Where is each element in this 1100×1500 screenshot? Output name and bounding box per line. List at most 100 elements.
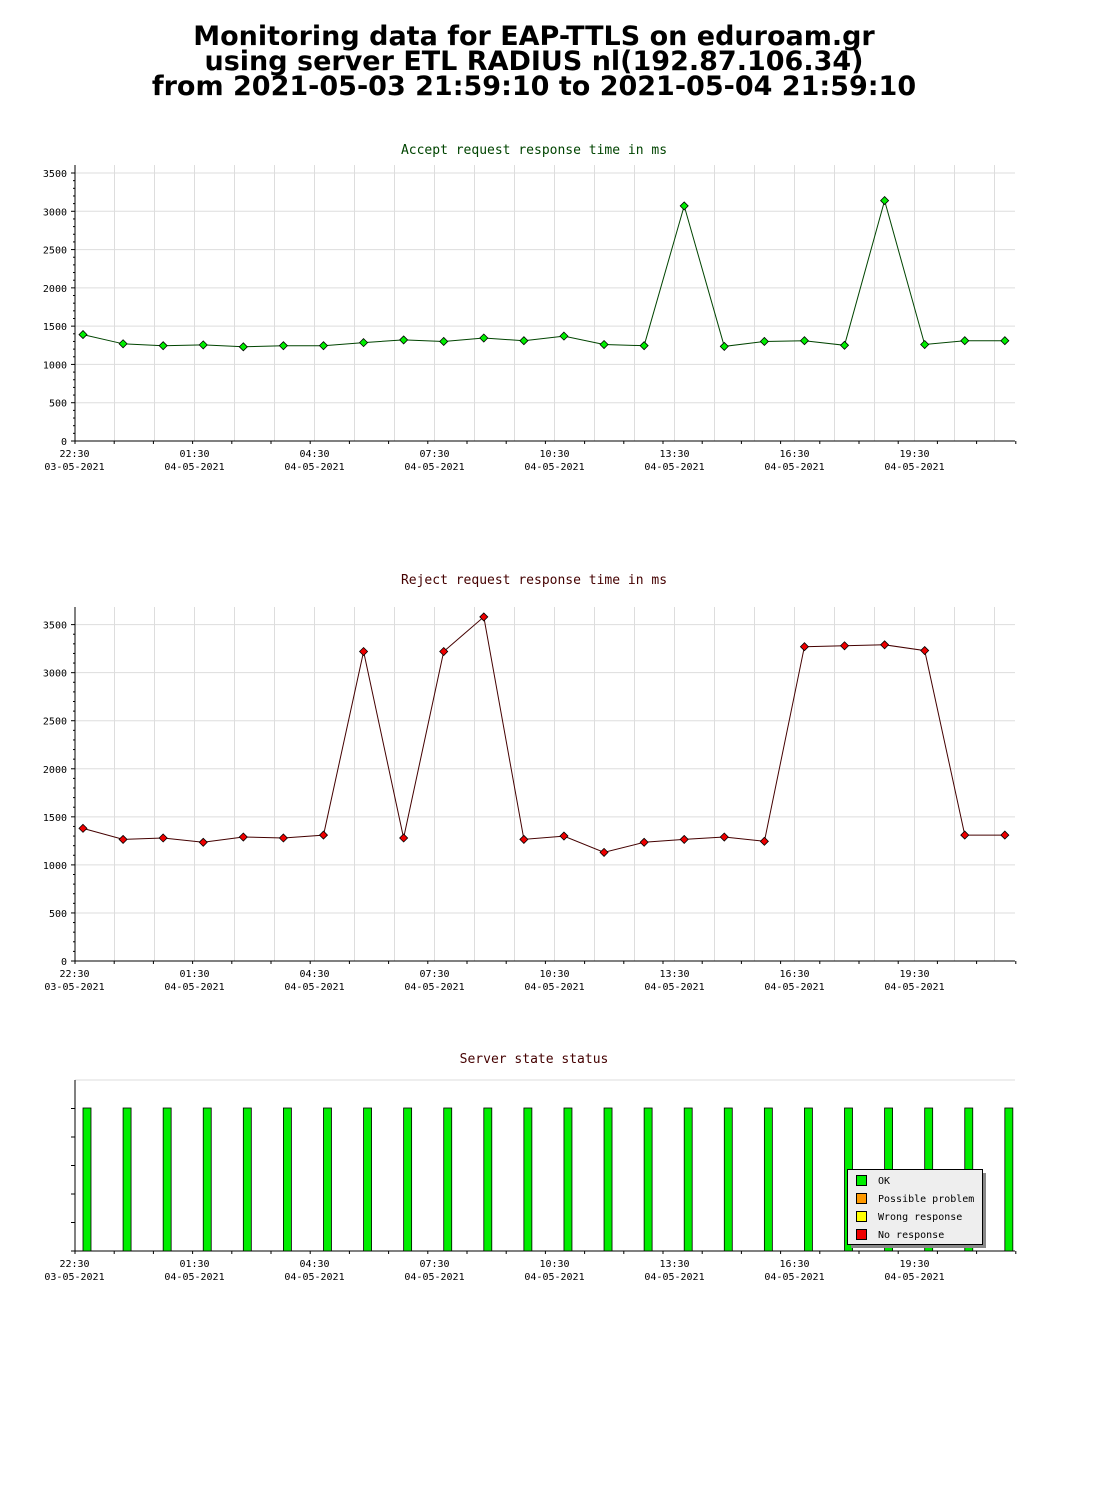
legend-possible-problem-label: Possible problem (878, 1194, 974, 1205)
accept-x-tick-date: 04-05-2021 (644, 462, 704, 473)
status-x-tick-date: 04-05-2021 (644, 1272, 704, 1283)
legend-no-response-label: No response (878, 1230, 944, 1241)
status-x-tick-date: 04-05-2021 (764, 1272, 824, 1283)
accept-data-point (920, 339, 930, 350)
reject-x-tick-time: 04:30 (299, 969, 329, 980)
legend-possible-problem-swatch (856, 1193, 867, 1204)
status-x-tick-date: 04-05-2021 (164, 1272, 224, 1283)
accept-x-tick-time: 16:30 (779, 449, 809, 460)
accept-x-tick-time: 22:30 (59, 449, 89, 460)
reject-data-point (78, 823, 88, 833)
accept-data-point (278, 341, 288, 351)
legend-ok-swatch (856, 1175, 867, 1186)
accept-x-tick-time: 19:30 (899, 449, 929, 460)
reject-x-tick-time: 19:30 (899, 969, 929, 980)
accept-y-tick-label: 500 (49, 399, 67, 410)
reject-chart-title: Reject request response time in ms (401, 573, 667, 588)
accept-x-tick-date: 04-05-2021 (764, 462, 824, 473)
accept-data-point (880, 196, 890, 206)
reject-x-tick-date: 04-05-2021 (524, 982, 584, 993)
reject-data-point (759, 836, 769, 846)
status-bar (523, 1107, 533, 1252)
reject-series-line (82, 615, 1005, 853)
reject-data-point (920, 645, 930, 656)
reject-data-point (198, 837, 208, 847)
reject-y-tick-label: 2000 (43, 765, 67, 776)
accept-x-tick-date: 04-05-2021 (884, 462, 944, 473)
status-bar (563, 1107, 573, 1252)
reject-data-point (439, 646, 449, 657)
reject-x-tick-date: 04-05-2021 (884, 982, 944, 993)
status-x-tick-time: 13:30 (659, 1259, 689, 1270)
reject-data-point (238, 832, 248, 842)
status-x-tick-date: 03-05-2021 (44, 1272, 104, 1283)
status-bar (82, 1107, 92, 1252)
title-line-2: using server ETL RADIUS nl(192.87.106.34… (204, 46, 864, 77)
status-x-tick-time: 07:30 (419, 1259, 449, 1270)
accept-y-tick-label: 3000 (43, 207, 67, 218)
reject-x-tick-date: 04-05-2021 (404, 982, 464, 993)
reject-x-tick-date: 04-05-2021 (644, 982, 704, 993)
status-x-tick-time: 10:30 (539, 1259, 569, 1270)
accept-x-tick-date: 03-05-2021 (44, 462, 104, 473)
reject-data-point (960, 830, 970, 840)
accept-data-point (559, 331, 569, 341)
status-x-tick-time: 19:30 (899, 1259, 929, 1270)
reject-x-tick-time: 01:30 (179, 969, 209, 980)
reject-data-point (599, 847, 609, 857)
status-bar (443, 1107, 453, 1252)
accept-x-tick-time: 04:30 (299, 449, 329, 460)
accept-y-tick-label: 2000 (43, 284, 67, 295)
reject-x-tick-time: 07:30 (419, 969, 449, 980)
accept-data-point (839, 340, 850, 350)
server-status-chart: Server state status 22:30 03-05-2021 01:30 0… (44, 1052, 1017, 1283)
accept-data-point (399, 335, 409, 345)
status-bar (202, 1107, 212, 1252)
reject-y-tick-label: 2500 (43, 717, 67, 728)
status-x-tick-date: 04-05-2021 (284, 1272, 344, 1283)
status-bar (122, 1107, 132, 1252)
accept-data-point (679, 201, 689, 211)
accept-data-point (599, 339, 609, 350)
status-x-tick-date: 04-05-2021 (884, 1272, 944, 1283)
reject-x-tick-date: 03-05-2021 (44, 982, 104, 993)
reject-data-point (799, 642, 810, 652)
reject-x-tick-date: 04-05-2021 (164, 982, 224, 993)
accept-y-tick-label: 0 (61, 437, 67, 448)
status-bar (282, 1107, 292, 1252)
status-chart-title: Server state status (460, 1052, 609, 1067)
accept-chart-title: Accept request response time in ms (401, 143, 667, 158)
status-bar (804, 1107, 813, 1252)
accept-x-tick-time: 01:30 (179, 449, 209, 460)
legend-wrong-response-swatch (856, 1211, 867, 1222)
status-x-tick-time: 22:30 (59, 1259, 89, 1270)
accept-x-tick-time: 13:30 (659, 449, 689, 460)
reject-x-tick-date: 04-05-2021 (284, 982, 344, 993)
accept-response-chart: Accept request response time in ms 0 500 10… (43, 143, 1017, 473)
accept-data-point (479, 333, 489, 343)
reject-y-tick-label: 500 (49, 909, 67, 920)
accept-y-tick-label: 1000 (43, 360, 67, 371)
status-bar (1004, 1107, 1014, 1252)
accept-data-point (158, 341, 168, 351)
reject-data-point (639, 837, 649, 847)
status-x-tick-time: 01:30 (179, 1259, 209, 1270)
reject-y-tick-label: 3000 (43, 669, 67, 680)
status-bar (242, 1107, 252, 1252)
reject-data-point (118, 834, 128, 844)
status-x-tick-date: 04-05-2021 (524, 1272, 584, 1283)
reject-data-point (839, 641, 850, 651)
title-line-3: from 2021-05-03 21:59:10 to 2021-05-04 2… (151, 71, 917, 102)
reject-data-point (479, 612, 489, 622)
accept-y-tick-label: 3500 (43, 169, 67, 180)
reject-response-chart: Reject request response time in ms 0 500 10… (43, 573, 1017, 993)
reject-data-point (559, 831, 569, 841)
reject-data-point (399, 833, 409, 843)
accept-data-point (639, 341, 649, 351)
reject-y-tick-label: 3500 (43, 621, 67, 632)
accept-data-point (238, 342, 248, 352)
accept-data-point (799, 336, 810, 346)
status-x-tick-time: 04:30 (299, 1259, 329, 1270)
accept-data-point (318, 341, 329, 351)
reject-data-point (519, 834, 529, 844)
